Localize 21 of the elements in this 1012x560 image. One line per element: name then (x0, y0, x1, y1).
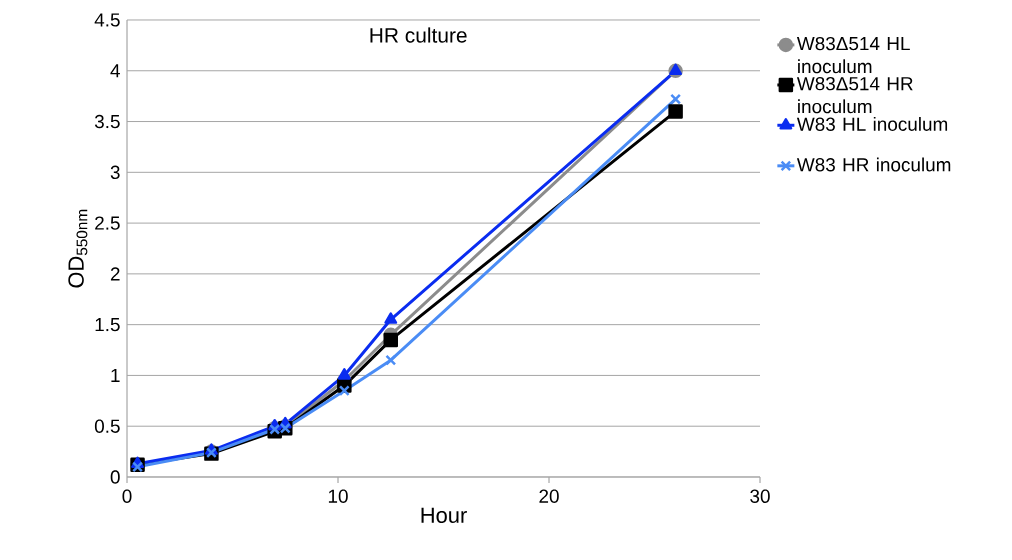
y-tick-label: 0.5 (94, 419, 120, 433)
y-tick-label: 4 (110, 64, 120, 78)
y-tick-label: 2 (110, 267, 120, 281)
y-tick-label: 1.5 (95, 318, 120, 332)
legend-label: W83 HR inoculum (796, 157, 951, 172)
y-axis-title: OD$_{550nm}$ (68, 209, 88, 288)
x-tick-label: 20 (539, 489, 559, 503)
y-tick-label: 1 (111, 368, 120, 382)
legend-label: W83 HL inoculum (796, 117, 948, 131)
x-axis-title: Hour (421, 507, 467, 524)
y-tick-label: 2.5 (95, 216, 120, 230)
y-tick-label: 3.5 (94, 114, 120, 129)
chart-title: HR culture (370, 27, 467, 43)
x-tick-label: 10 (328, 489, 348, 503)
y-tick-label: 4.5 (94, 13, 120, 27)
x-tick-label: 0 (122, 489, 132, 503)
legend-label: W83Δ514 HL inoculum (796, 36, 910, 74)
y-tick-label: 0 (110, 470, 120, 484)
x-tick-label: 30 (750, 489, 770, 503)
y-tick-label: 3 (110, 165, 120, 180)
legend-label: W83Δ514 HR inoculum (796, 76, 913, 114)
